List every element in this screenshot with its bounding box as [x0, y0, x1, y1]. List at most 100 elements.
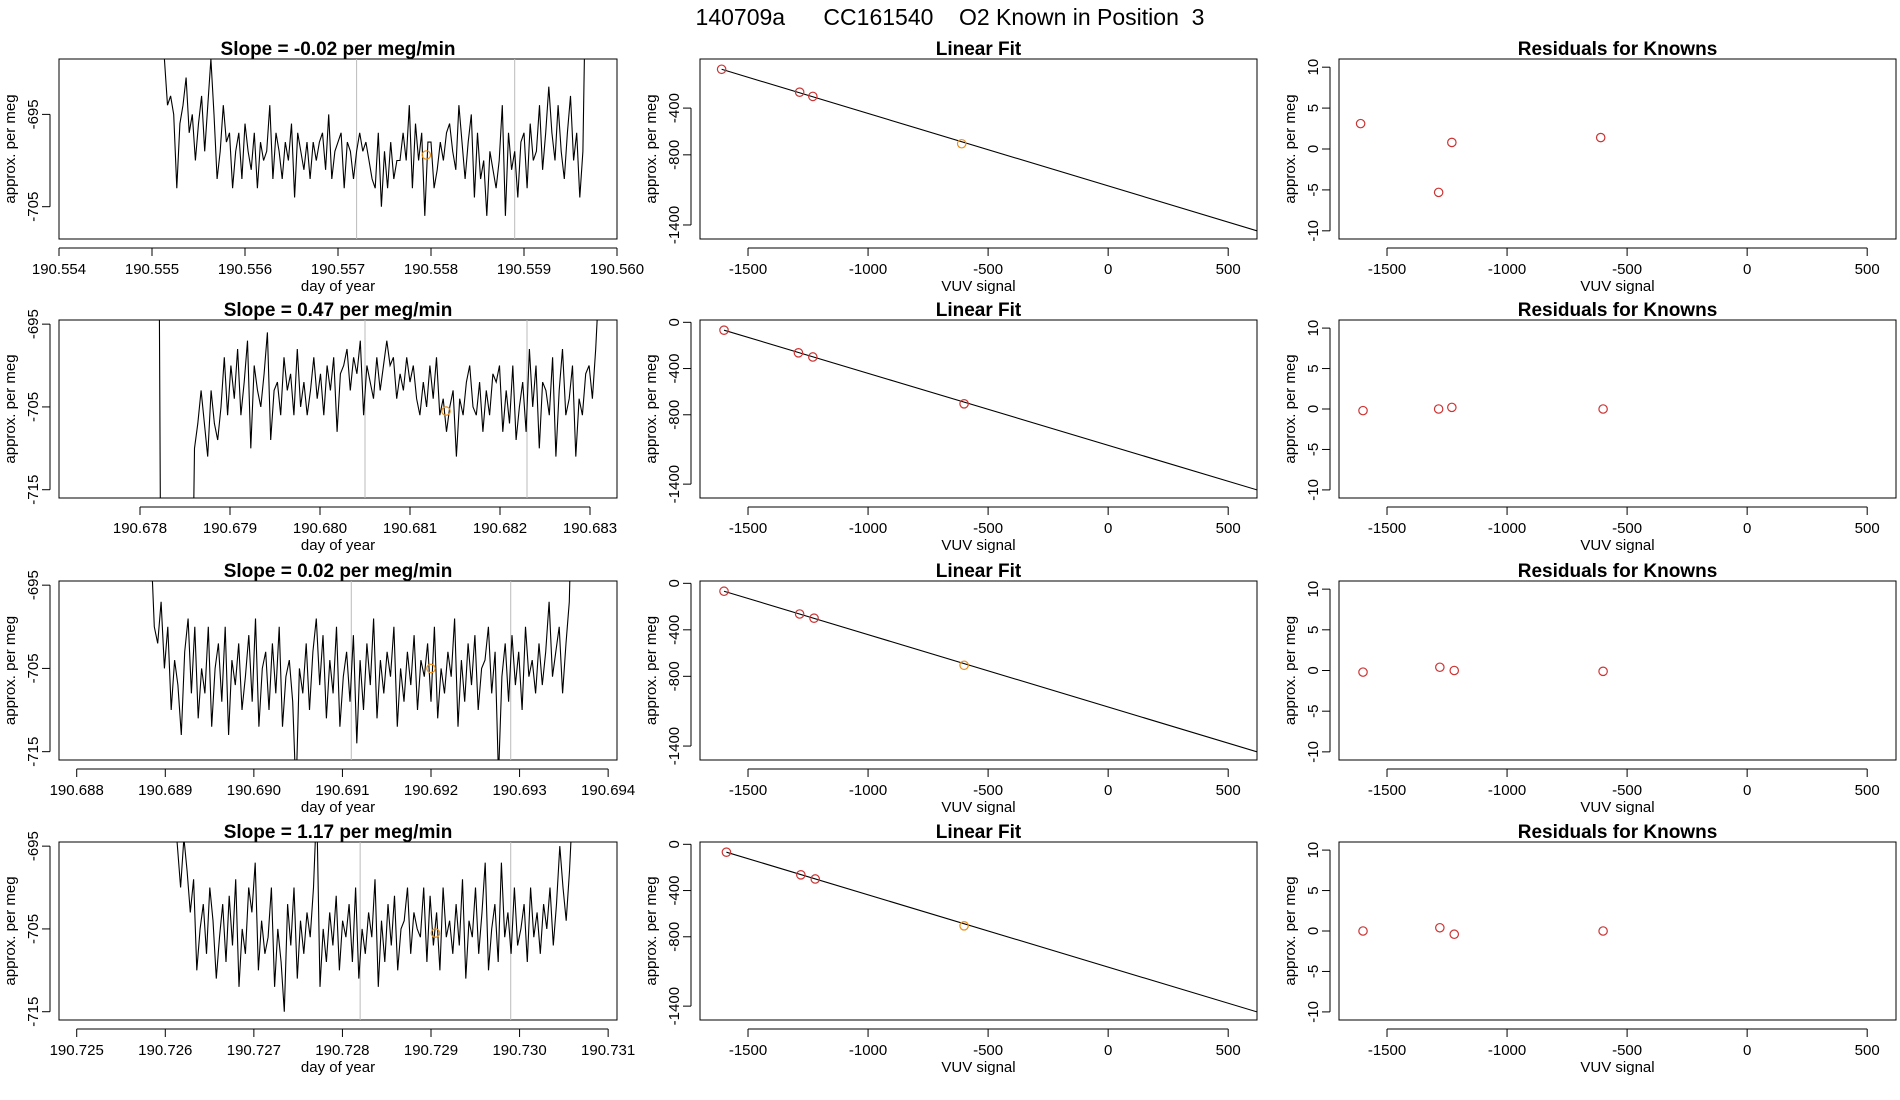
plot-area: [716, 64, 1257, 232]
x-tick-label: 0: [1104, 782, 1112, 799]
y-tick-label: -705: [25, 392, 42, 422]
x-tick-label: -1000: [1488, 782, 1526, 799]
y-axis-label: approx. per meg: [2, 94, 19, 203]
fit-line: [723, 590, 1257, 753]
data-point: [808, 352, 818, 362]
panel-title: Slope = -0.02 per meg/min: [221, 39, 456, 60]
panel-title: Residuals for Knowns: [1518, 822, 1718, 843]
data-point: [809, 613, 819, 623]
data-point: [1449, 929, 1460, 940]
x-tick-label: 190.557: [311, 261, 365, 278]
panel-linear-fit-row-1: Linear Fit -1500 -1000 -500 0 500 VUV signal -4…: [643, 39, 1258, 295]
y-tick-label: -695: [25, 831, 42, 861]
panel-title: Slope = 1.17 per meg/min: [224, 822, 453, 843]
y-tick-label: -800: [666, 400, 683, 430]
y-tick-label: -705: [25, 192, 42, 222]
data-point: [1598, 404, 1608, 414]
x-tick-label: -1000: [1488, 520, 1526, 537]
y-tick-label: -5: [1305, 705, 1322, 718]
y-tick-label: 5: [1305, 364, 1322, 372]
plot-frame: [699, 58, 1258, 240]
plot-area: [151, 581, 571, 760]
data-point: [794, 87, 805, 97]
x-tick-label: -500: [1612, 1042, 1642, 1059]
x-tick-label: 190.558: [404, 261, 458, 278]
y-tick-label: -1400: [666, 987, 683, 1025]
x-axis-label: day of year: [301, 799, 375, 816]
plot-area: [721, 847, 1257, 1013]
x-tick-label: 190.731: [581, 1042, 635, 1059]
x-tick-label: -1500: [1368, 261, 1406, 278]
series-line: [151, 581, 571, 760]
panel-residuals-row-4: Residuals for Knowns -1500 -1000 -500 0 500 VU…: [1282, 822, 1897, 1076]
data-point: [1435, 922, 1445, 933]
x-axis-label: VUV signal: [1580, 537, 1654, 554]
plot-frame: [1338, 580, 1897, 761]
data-point: [721, 847, 732, 857]
y-tick-label: -715: [25, 475, 42, 505]
x-tick-label: 190.688: [50, 782, 104, 799]
panel-time-series-row-1: Slope = -0.02 per meg/min 190.554 190.555 1…: [2, 39, 644, 295]
data-point: [1598, 926, 1608, 936]
y-tick-label: -800: [666, 140, 683, 170]
y-tick-label: -400: [666, 876, 683, 906]
y-tick-label: 10: [1305, 59, 1322, 76]
plot-area: [158, 320, 598, 498]
plot-area: [1358, 402, 1608, 416]
plot-area: [176, 842, 572, 1020]
series-line: [176, 842, 572, 1012]
plot-area: [719, 586, 1257, 753]
page-title: 140709a CC161540 O2 Known in Position 3: [695, 4, 1205, 30]
y-tick-label: -705: [25, 653, 42, 683]
x-tick-label: -1500: [1368, 520, 1406, 537]
panel-linear-fit-row-3: Linear Fit -1500 -1000 -500 0 500 VUV signal 0 -…: [643, 561, 1258, 816]
x-tick-label: 190.689: [138, 782, 192, 799]
x-tick-label: -1000: [1488, 261, 1526, 278]
x-tick-label: 0: [1743, 261, 1751, 278]
plot-frame: [1338, 58, 1897, 240]
plot-frame: [699, 319, 1258, 499]
data-point: [441, 406, 451, 416]
x-tick-label: 190.680: [293, 520, 347, 537]
x-tick-label: 0: [1743, 782, 1751, 799]
plot-frame: [58, 841, 618, 1021]
panel-time-series-row-2: Slope = 0.47 per meg/min 190.678 190.679 19…: [2, 300, 618, 554]
panel-time-series-row-4: Slope = 1.17 per meg/min 190.725 190.726 19…: [2, 822, 635, 1076]
x-tick-label: 190.691: [315, 782, 369, 799]
data-point: [716, 64, 727, 75]
data-point: [719, 586, 729, 597]
y-tick-label: -715: [25, 997, 42, 1027]
y-tick-label: -400: [666, 615, 683, 645]
data-point: [719, 325, 729, 335]
y-axis-label: approx. per meg: [643, 354, 660, 463]
y-tick-label: -800: [666, 922, 683, 952]
x-tick-label: 190.729: [404, 1042, 458, 1059]
y-axis-label: approx. per meg: [1282, 876, 1299, 985]
data-point: [1358, 926, 1368, 936]
data-point: [1435, 662, 1445, 673]
x-tick-label: 190.690: [227, 782, 281, 799]
panel-title: Residuals for Knowns: [1518, 300, 1718, 321]
x-tick-label: -1000: [849, 1042, 887, 1059]
y-tick-label: -1400: [666, 727, 683, 765]
x-tick-label: 500: [1855, 1042, 1880, 1059]
data-point: [1598, 666, 1608, 677]
x-tick-label: -1000: [849, 261, 887, 278]
y-tick-label: -1400: [666, 206, 683, 244]
panel-title: Slope = 0.47 per meg/min: [224, 300, 453, 321]
x-axis-label: VUV signal: [1580, 278, 1654, 295]
data-point: [956, 138, 967, 149]
plot-frame: [58, 319, 618, 499]
fit-line: [721, 68, 1257, 232]
x-axis-label: VUV signal: [1580, 1059, 1654, 1076]
y-axis-label: approx. per meg: [643, 94, 660, 203]
x-tick-label: -1500: [729, 782, 767, 799]
y-axis-label: approx. per meg: [643, 616, 660, 725]
panel-residuals-row-2: Residuals for Knowns -1500 -1000 -500 0 500 VU…: [1282, 300, 1897, 554]
x-axis-label: day of year: [301, 537, 375, 554]
x-tick-label: 190.728: [315, 1042, 369, 1059]
x-tick-label: -1500: [1368, 1042, 1406, 1059]
plot-area: [1358, 662, 1608, 677]
data-point: [794, 609, 805, 619]
